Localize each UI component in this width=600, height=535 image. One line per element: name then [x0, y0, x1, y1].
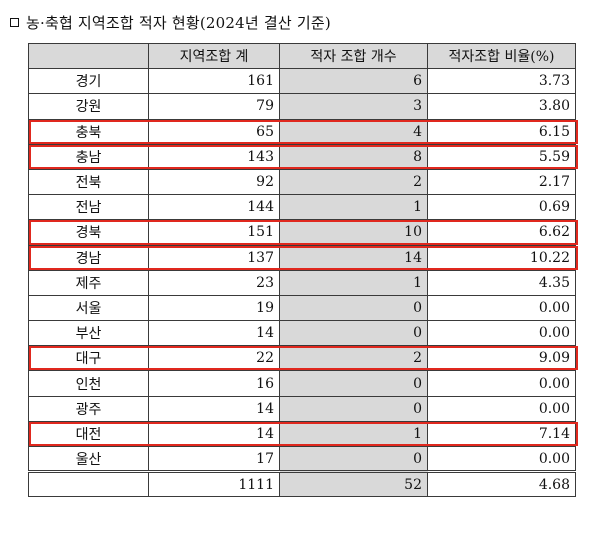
deficit-count-cell: 10: [279, 219, 428, 246]
total-cell: 16: [148, 370, 280, 397]
total-cell: 151: [148, 219, 280, 246]
table-row: 경남 137 14 10.22: [28, 244, 576, 271]
checkbox-square-icon: [10, 17, 19, 27]
deficit-count-cell: 8: [279, 143, 428, 170]
total-cell: 19: [148, 294, 280, 322]
region-cell: 광주: [28, 395, 149, 422]
total-cell: 143: [148, 143, 280, 170]
deficit-count-cell: 1: [279, 269, 428, 296]
total-cell: 14: [148, 420, 280, 448]
table-row: 경기 161 6 3.73: [28, 68, 576, 95]
table-row: 인천 16 0 0.00: [28, 370, 576, 397]
total-cell: 65: [148, 118, 280, 145]
table-row: 전남 144 1 0.69: [28, 194, 576, 221]
ratio-cell: 5.59: [427, 143, 576, 170]
region-cell: 제주: [28, 269, 149, 296]
deficit-count-cell: 1: [279, 194, 428, 221]
document-title: 농·축협 지역조합 적자 현황(2024년 결산 기준): [10, 12, 331, 32]
region-cell: 대전: [28, 420, 149, 448]
ratio-cell: 7.14: [427, 420, 576, 448]
table-row: 대구 22 2 9.09: [28, 345, 576, 372]
deficit-count-cell: 2: [279, 168, 428, 196]
header-cell-total: 지역조합 계: [148, 42, 280, 70]
total-label-cell: [28, 470, 149, 498]
table-row: 울산 17 0 0.00: [28, 445, 576, 473]
ratio-cell: 0.00: [427, 294, 576, 322]
ratio-cell: 2.17: [427, 168, 576, 196]
table-row: 대전 14 1 7.14: [28, 420, 576, 448]
header-cell-deficit-count: 적자 조합 개수: [279, 42, 428, 70]
total-ratio-cell: 4.68: [427, 470, 576, 498]
ratio-cell: 9.09: [427, 345, 576, 372]
region-cell: 경기: [28, 68, 149, 95]
table-row: 서울 19 0 0.00: [28, 294, 576, 322]
deficit-count-cell: 0: [279, 370, 428, 397]
ratio-cell: 0.69: [427, 194, 576, 221]
ratio-cell: 3.73: [427, 68, 576, 95]
deficit-count-cell: 3: [279, 93, 428, 120]
ratio-cell: 0.00: [427, 445, 576, 473]
deficit-count-cell: 4: [279, 118, 428, 145]
region-cell: 부산: [28, 320, 149, 347]
region-cell: 울산: [28, 445, 149, 473]
total-cell: 14: [148, 395, 280, 422]
ratio-cell: 0.00: [427, 370, 576, 397]
region-cell: 전북: [28, 168, 149, 196]
region-cell: 전남: [28, 194, 149, 221]
deficit-count-cell: 14: [279, 244, 428, 271]
deficit-count-cell: 0: [279, 395, 428, 422]
deficit-count-cell: 2: [279, 345, 428, 372]
region-cell: 강원: [28, 93, 149, 120]
table-row: 경북 151 10 6.62: [28, 219, 576, 246]
region-cell: 경북: [28, 219, 149, 246]
deficit-count-cell: 0: [279, 320, 428, 347]
region-cell: 서울: [28, 294, 149, 322]
total-sum-cell: 1111: [148, 470, 280, 498]
ratio-cell: 4.35: [427, 269, 576, 296]
ratio-cell: 0.00: [427, 395, 576, 422]
region-cell: 인천: [28, 370, 149, 397]
table-row: 강원 79 3 3.80: [28, 93, 576, 120]
table-row: 충북 65 4 6.15: [28, 118, 576, 145]
header-cell-blank: [28, 42, 149, 70]
deficit-count-cell: 6: [279, 68, 428, 95]
region-cell: 대구: [28, 345, 149, 372]
ratio-cell: 10.22: [427, 244, 576, 271]
title-text: 농·축협 지역조합 적자 현황(2024년 결산 기준): [26, 13, 331, 32]
ratio-cell: 6.15: [427, 118, 576, 145]
deficit-table: 지역조합 계 적자 조합 개수 적자조합 비율(%) 경기 161 6 3.73 강원 7…: [28, 42, 576, 498]
total-cell: 161: [148, 68, 280, 95]
total-cell: 144: [148, 194, 280, 221]
total-cell: 79: [148, 93, 280, 120]
header-cell-deficit-ratio: 적자조합 비율(%): [427, 42, 576, 70]
ratio-cell: 3.80: [427, 93, 576, 120]
total-cell: 14: [148, 320, 280, 347]
table-row: 부산 14 0 0.00: [28, 320, 576, 347]
total-cell: 92: [148, 168, 280, 196]
total-cell: 17: [148, 445, 280, 473]
table-row: 광주 14 0 0.00: [28, 395, 576, 422]
region-cell: 충남: [28, 143, 149, 170]
deficit-count-cell: 1: [279, 420, 428, 448]
total-cell: 22: [148, 345, 280, 372]
total-deficit-cell: 52: [279, 470, 428, 498]
total-cell: 23: [148, 269, 280, 296]
table-row: 충남 143 8 5.59: [28, 143, 576, 170]
table-row: 제주 23 1 4.35: [28, 269, 576, 296]
table-row: 전북 92 2 2.17: [28, 168, 576, 196]
deficit-count-cell: 0: [279, 294, 428, 322]
total-cell: 137: [148, 244, 280, 271]
total-row: 1111 52 4.68: [28, 470, 576, 498]
region-cell: 경남: [28, 244, 149, 271]
region-cell: 충북: [28, 118, 149, 145]
ratio-cell: 0.00: [427, 320, 576, 347]
deficit-count-cell: 0: [279, 445, 428, 473]
header-row: 지역조합 계 적자 조합 개수 적자조합 비율(%): [28, 42, 576, 70]
ratio-cell: 6.62: [427, 219, 576, 246]
